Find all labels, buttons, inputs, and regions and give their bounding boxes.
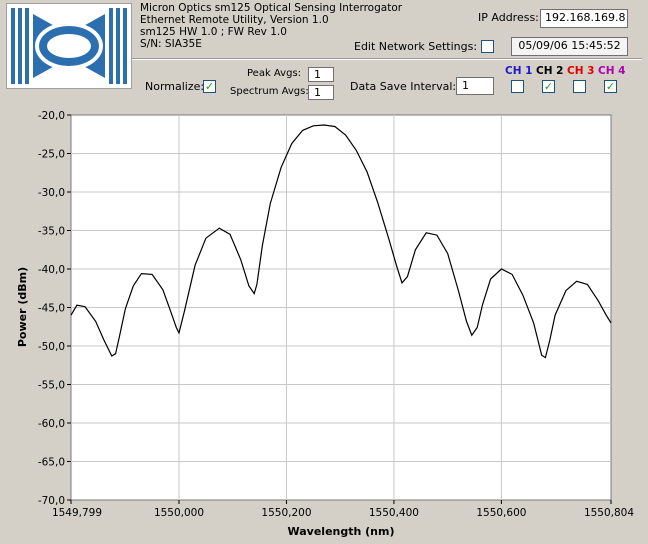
logo-graphic xyxy=(9,6,129,86)
y-tick-label: -20,0 xyxy=(38,110,65,122)
title-line-3: sm125 HW 1.0 ; FW Rev 1.0 xyxy=(140,26,287,38)
peak-avgs-label: Peak Avgs: xyxy=(247,68,302,79)
x-tick-label: 1549,799 xyxy=(52,507,102,519)
x-tick-label: 1550,804 xyxy=(584,507,634,519)
y-axis-label: Power (dBm) xyxy=(16,267,29,347)
header-divider-highlight xyxy=(132,59,642,60)
y-tick-label: -70,0 xyxy=(38,495,65,507)
edit-network-label: Edit Network Settings: xyxy=(354,40,478,53)
x-tick-label: 1550,600 xyxy=(476,507,526,519)
normalize-label: Normalize: xyxy=(145,80,205,93)
header-divider xyxy=(132,58,642,59)
peak-avgs-field[interactable]: 1 xyxy=(308,67,334,82)
x-tick-label: 1550,200 xyxy=(261,507,311,519)
ip-address-field[interactable]: 192.168.169.8 xyxy=(540,9,628,28)
channel-2-checkbox[interactable]: ✓ xyxy=(542,80,555,93)
edit-network-checkbox[interactable] xyxy=(481,40,494,53)
spectrum-plot: -20,0 -25,0 -30,0 -35,0 -40,0 -45,0 -50,0 -55,0… xyxy=(0,100,648,541)
device-info: Micron Optics sm125 Optical Sensing Inte… xyxy=(140,2,402,50)
channel-1-checkbox[interactable] xyxy=(511,80,524,93)
channel-4-checkbox[interactable]: ✓ xyxy=(604,80,617,93)
y-tick-label: -60,0 xyxy=(38,418,65,430)
x-tick-label: 1550,000 xyxy=(154,507,204,519)
grid-lines xyxy=(71,115,611,500)
channel-4-label: CH 4 xyxy=(598,65,626,77)
normalize-checkbox[interactable]: ✓ xyxy=(203,80,216,93)
y-tick-label: -50,0 xyxy=(38,341,65,353)
title-line-2: Ethernet Remote Utility, Version 1.0 xyxy=(140,14,329,26)
y-tick-label: -30,0 xyxy=(38,187,65,199)
title-line-1: Micron Optics sm125 Optical Sensing Inte… xyxy=(140,2,403,14)
y-tick-label: -25,0 xyxy=(38,149,65,161)
channel-3-checkbox[interactable] xyxy=(573,80,586,93)
y-tick-label: -45,0 xyxy=(38,303,65,315)
y-tick-label: -55,0 xyxy=(38,380,65,392)
y-tick-label: -40,0 xyxy=(38,264,65,276)
channel-2-trace xyxy=(70,124,612,359)
axis-ticks: -20,0 -25,0 -30,0 -35,0 -40,0 -45,0 -50,0 -55,0… xyxy=(38,110,635,519)
data-save-interval-field[interactable]: 1 xyxy=(456,77,494,95)
datetime-display: 05/09/06 15:45:52 xyxy=(511,37,628,56)
channel-3-label: CH 3 xyxy=(567,65,595,77)
spectrum-avgs-label: Spectrum Avgs: xyxy=(230,86,309,97)
x-tick-label: 1550,400 xyxy=(369,507,419,519)
y-tick-label: -65,0 xyxy=(38,457,65,469)
data-save-interval-label: Data Save Interval: xyxy=(350,80,457,93)
spectrum-avgs-field[interactable]: 1 xyxy=(308,85,334,100)
ip-address-label: IP Address: xyxy=(478,11,539,24)
spectrum-chart: -20,0 -25,0 -30,0 -35,0 -40,0 -45,0 -50,0 -55,0… xyxy=(0,100,648,541)
channel-2-label: CH 2 xyxy=(536,65,564,77)
micron-optics-logo xyxy=(6,3,132,89)
x-axis-label: Wavelength (nm) xyxy=(288,525,395,538)
serial-number: S/N: SIA35E xyxy=(140,38,202,50)
channel-1-label: CH 1 xyxy=(505,65,533,77)
y-tick-label: -35,0 xyxy=(38,226,65,238)
